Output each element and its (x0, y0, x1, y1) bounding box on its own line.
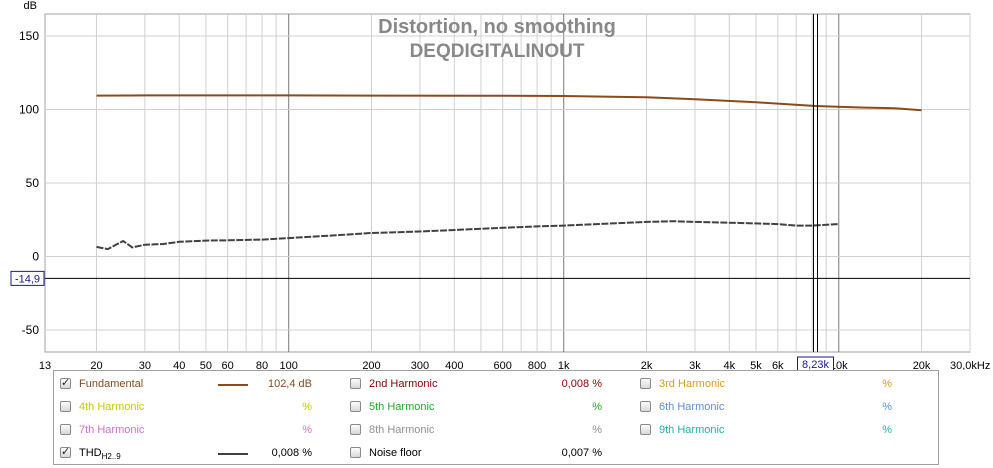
x-tick-label: 13 (39, 360, 51, 370)
legend-checkbox-4th-harmonic[interactable] (60, 401, 71, 412)
legend-panel: ✓ Fundamental 102,4 dB 2nd Harmonic 0,008 % 3… (53, 370, 939, 465)
legend-item-7th-harmonic: 7th Harmonic% (60, 422, 330, 440)
legend-line-swatch (218, 384, 248, 386)
x-tick-label: 400 (445, 360, 463, 370)
legend-line-swatch (218, 453, 248, 455)
y-tick-labels: 150 100 50 0 -50 (19, 29, 39, 337)
x-tick-label: 800 (528, 360, 546, 370)
legend-checkbox-6th-harmonic[interactable] (640, 401, 651, 412)
legend-label: 2nd Harmonic (369, 378, 438, 390)
series-thd-line (96, 220, 839, 251)
x-tick-label: 20k (913, 360, 931, 370)
legend-checkbox-9th-harmonic[interactable] (640, 424, 651, 435)
legend-label: 9th Harmonic (659, 424, 725, 436)
legend-value: 0,008 % (271, 447, 312, 459)
legend-value: 0,007 % (561, 447, 602, 459)
chart-subtitle: DEQDIGITALINOUT (410, 41, 585, 62)
legend-value: % (882, 378, 892, 390)
y-tick-label: 50 (26, 176, 40, 190)
y-axis-unit: dB (24, 0, 37, 12)
legend-item-fundamental: ✓ Fundamental 102,4 dB (60, 376, 330, 394)
y-tick-label: 0 (32, 249, 39, 263)
legend-value: 102,4 dB (267, 378, 312, 390)
legend-label: 6th Harmonic (659, 401, 725, 413)
legend-label: 4th Harmonic (79, 401, 145, 413)
legend-item-noise-floor: Noise floor 0,007 % (350, 445, 620, 463)
legend-label: 8th Harmonic (369, 424, 435, 436)
legend-item-6th-harmonic: 6th Harmonic% (640, 399, 910, 417)
legend-label: 5th Harmonic (369, 401, 435, 413)
cursor-layer[interactable]: -14,9 8,23k (10, 14, 970, 370)
series-layer (96, 94, 922, 251)
legend-checkbox-thd[interactable]: ✓ (60, 446, 71, 458)
y-tick-label: 150 (19, 29, 39, 43)
x-tick-label: 20 (90, 360, 102, 370)
x-tick-label: 10k (830, 360, 848, 370)
legend-checkbox-2nd-harmonic[interactable] (350, 378, 361, 389)
legend-value: % (592, 401, 602, 413)
legend-value: % (592, 424, 602, 436)
legend-checkbox-5th-harmonic[interactable] (350, 401, 361, 412)
legend-label: 7th Harmonic (79, 424, 145, 436)
series-fundamental-line (96, 94, 922, 112)
x-tick-label: 1k (558, 360, 570, 370)
x-tick-label: 2k (641, 360, 653, 370)
legend-value: % (302, 401, 312, 413)
x-tick-label: 80 (256, 360, 268, 370)
x-tick-label: 30 (139, 360, 151, 370)
legend-label: Noise floor (369, 447, 422, 459)
x-tick-label: 40 (173, 360, 185, 370)
legend-label: Fundamental (79, 378, 144, 390)
cursor-x-readout: 8,23k (802, 359, 829, 370)
legend-checkbox-fundamental[interactable]: ✓ (60, 377, 71, 389)
y-tick-label: 100 (19, 103, 39, 117)
legend-item-thd: ✓ THDH2..9 0,008 % (60, 445, 330, 463)
cursor-x-readout-box (797, 356, 835, 370)
cursor-y-readout-box (10, 270, 45, 286)
legend-item-9th-harmonic: 9th Harmonic% (640, 422, 910, 440)
legend-item-8th-harmonic: 8th Harmonic% (350, 422, 620, 440)
legend-value: % (882, 424, 892, 436)
x-tick-label: 50 (200, 360, 212, 370)
legend-value: 0,008 % (561, 378, 602, 390)
cursor-y-readout: -14,9 (15, 273, 40, 285)
x-tick-label: 300 (411, 360, 429, 370)
x-tick-label: 6k (772, 360, 784, 370)
x-tick-label: 30,0kHz (950, 360, 990, 370)
legend-item-4th-harmonic: 4th Harmonic% (60, 399, 330, 417)
x-tick-label: 60 (222, 360, 234, 370)
x-tick-label: 200 (362, 360, 380, 370)
legend-value: % (302, 424, 312, 436)
legend-label: THDH2..9 (79, 447, 121, 462)
legend-value: % (882, 401, 892, 413)
x-tick-label: 600 (494, 360, 512, 370)
y-tick-label: -50 (22, 323, 40, 337)
chart-title: Distortion, no smoothing (378, 16, 616, 38)
x-tick-label: 5k (750, 360, 762, 370)
x-tick-labels: 13 20 30 40 50 60 80 100 200 300 400 600 800 1k 2k 3k 4k… (39, 360, 990, 370)
x-tick-label: 4k (724, 360, 736, 370)
legend-item-5th-harmonic: 5th Harmonic% (350, 399, 620, 417)
x-tick-label: 3k (689, 360, 701, 370)
legend-checkbox-3rd-harmonic[interactable] (640, 378, 651, 389)
legend-checkbox-noise-floor[interactable] (350, 447, 361, 458)
legend-checkbox-7th-harmonic[interactable] (60, 424, 71, 435)
legend-item-2nd-harmonic: 2nd Harmonic 0,008 % (350, 376, 620, 394)
legend-checkbox-8th-harmonic[interactable] (350, 424, 361, 435)
legend-label: 3rd Harmonic (659, 378, 726, 390)
distortion-chart: 150 100 50 0 -50 13 20 30 40 50 60 80 100 200 300 400 6… (10, 0, 990, 370)
legend-item-3rd-harmonic: 3rd Harmonic% (640, 376, 910, 394)
x-tick-label: 100 (280, 360, 298, 370)
grid-lines (45, 14, 971, 352)
